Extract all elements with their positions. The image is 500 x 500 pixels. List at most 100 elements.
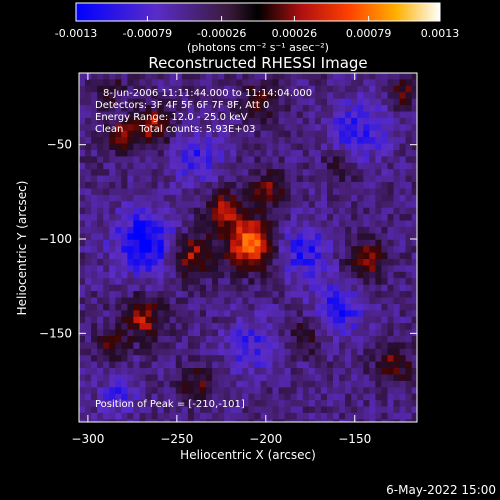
heatmap-cell [272, 393, 280, 401]
heatmap-cell [369, 188, 376, 196]
heatmap-cell [163, 73, 171, 80]
heatmap-cell [345, 105, 352, 113]
heatmap-cell [193, 271, 201, 279]
heatmap-cell [351, 374, 358, 382]
heatmap-cell [418, 112, 425, 119]
heatmap-cell [206, 226, 213, 234]
heatmap-cell [260, 374, 268, 382]
heatmap-cell [121, 182, 128, 189]
heatmap-cell [405, 252, 413, 260]
heatmap-cell [405, 111, 413, 119]
heatmap-cell [369, 214, 376, 222]
heatmap-cell [206, 124, 213, 132]
heatmap-cell [85, 98, 92, 106]
heatmap-cell [230, 297, 237, 305]
heatmap-cell [242, 111, 249, 119]
heatmap-cell [266, 85, 274, 93]
heatmap-cell [351, 316, 358, 324]
heatmap-cell [351, 207, 358, 215]
heatmap-cell [212, 233, 219, 241]
heatmap-cell [369, 85, 376, 93]
heatmap-cell [224, 387, 231, 395]
heatmap-cell [133, 137, 140, 145]
heatmap-cell [230, 368, 237, 375]
heatmap-cell [296, 188, 304, 196]
heatmap-cell [381, 150, 388, 157]
heatmap-cell [79, 233, 86, 241]
heatmap-cell [187, 73, 195, 80]
heatmap-cell [254, 207, 261, 215]
heatmap-cell [351, 124, 358, 132]
heatmap-cell [260, 419, 268, 422]
heatmap-cell [387, 124, 395, 132]
heatmap-cell [91, 220, 98, 228]
heatmap-cell [345, 336, 352, 343]
heatmap-cell [339, 380, 346, 388]
heatmap-cell [157, 92, 165, 100]
heatmap-cell [115, 310, 122, 318]
heatmap-cell [103, 336, 110, 343]
heatmap-cell [169, 412, 177, 420]
heatmap-cell [320, 188, 328, 196]
heatmap-cell [399, 226, 407, 234]
heatmap-cell [224, 233, 231, 241]
heatmap-cell [230, 271, 237, 279]
heatmap-cell [339, 336, 346, 343]
heatmap-cell [393, 361, 401, 369]
heatmap-cell [315, 426, 322, 433]
heatmap-cell [278, 188, 286, 196]
heatmap-cell [157, 278, 165, 286]
heatmap-cell [79, 393, 86, 401]
heatmap-cell [139, 368, 147, 375]
heatmap-cell [248, 246, 255, 254]
heatmap-cell [254, 316, 261, 324]
heatmap-cell [381, 188, 388, 196]
heatmap-cell [375, 188, 382, 196]
heatmap-cell [248, 162, 255, 170]
heatmap-cell [333, 412, 340, 420]
heatmap-cell [411, 419, 417, 422]
heatmap-cell [375, 130, 382, 138]
heatmap-cell [387, 361, 395, 369]
heatmap-cell [133, 291, 140, 299]
heatmap-cell [369, 117, 376, 125]
heatmap-cell [418, 131, 425, 138]
heatmap-cell [109, 105, 116, 113]
heatmap-cell [139, 124, 147, 132]
heatmap-cell [187, 380, 195, 388]
heatmap-cell [163, 188, 171, 196]
heatmap-cell [266, 368, 274, 375]
heatmap-cell [236, 188, 243, 196]
heatmap-cell [369, 355, 376, 363]
heatmap-cell [369, 239, 376, 247]
heatmap-cell [254, 137, 261, 145]
heatmap-cell [296, 73, 304, 80]
heatmap-cell [260, 162, 268, 170]
heatmap-cell [79, 303, 86, 311]
colorbar-unit-label: (photons cm⁻² s⁻¹ asec⁻²) [187, 41, 329, 54]
heatmap-cell [327, 361, 334, 369]
heatmap-cell [200, 201, 207, 209]
heatmap-cell [357, 278, 364, 286]
heatmap-cell [236, 406, 243, 414]
heatmap-cell [181, 85, 189, 93]
heatmap-cell [163, 130, 171, 138]
heatmap-cell [218, 169, 225, 177]
heatmap-cell [212, 130, 219, 138]
heatmap-cell [169, 111, 177, 119]
heatmap-cell [254, 342, 261, 350]
heatmap-cell [187, 406, 195, 414]
heatmap-cell [284, 259, 292, 266]
heatmap-cell [314, 310, 322, 318]
heatmap-cell [369, 348, 376, 356]
heatmap-cell [133, 284, 140, 292]
heatmap-cell [224, 355, 231, 363]
heatmap-cell [272, 246, 280, 254]
heatmap-cell [200, 342, 207, 350]
heatmap-cell [284, 117, 292, 125]
heatmap-cell [103, 130, 110, 138]
heatmap-cell [333, 246, 340, 254]
heatmap-cell [145, 297, 153, 305]
heatmap-cell [308, 130, 316, 138]
heatmap-cell [169, 175, 177, 183]
